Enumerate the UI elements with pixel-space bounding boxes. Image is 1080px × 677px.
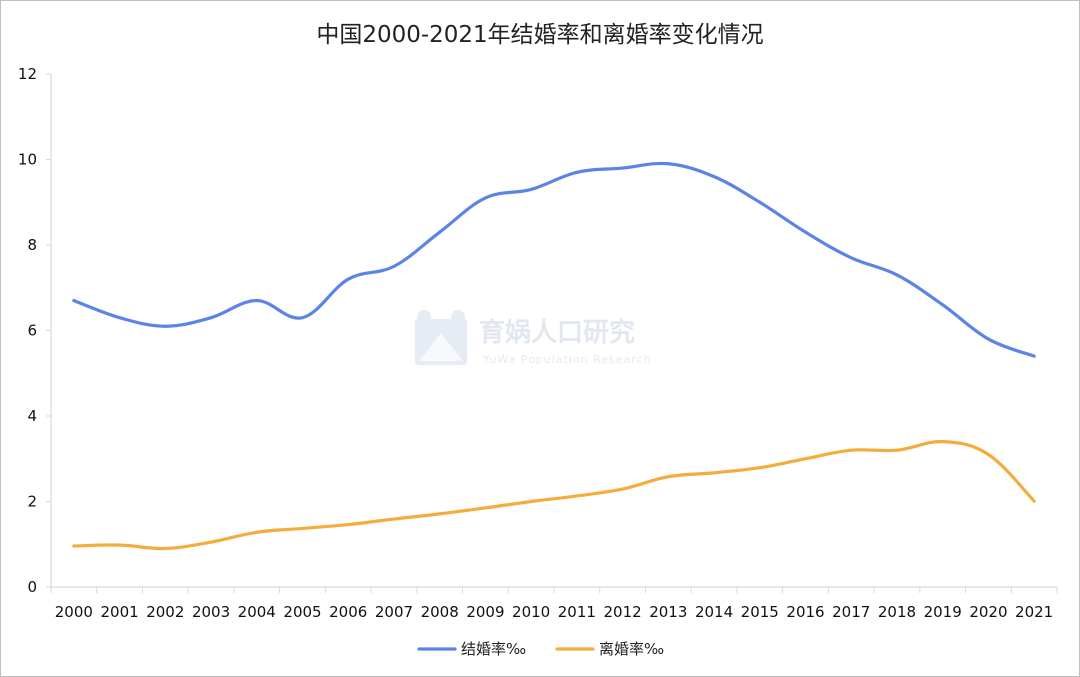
data-point: [438, 230, 442, 234]
data-point: [163, 547, 167, 551]
legend-label: 结婚率‰: [461, 640, 526, 658]
data-point: [758, 200, 762, 204]
data-point: [255, 299, 259, 303]
data-point: [895, 273, 899, 277]
x-tick-label: 2006: [329, 603, 367, 621]
data-point: [72, 299, 76, 303]
x-tick-label: 2011: [558, 603, 596, 621]
data-point: [163, 324, 167, 328]
data-point: [392, 264, 396, 268]
data-point: [666, 475, 670, 479]
legend-label: 离婚率‰: [599, 640, 664, 658]
data-point: [209, 316, 213, 320]
data-point: [941, 440, 945, 444]
x-tick-label: 2008: [421, 603, 459, 621]
x-tick-label: 2003: [192, 603, 230, 621]
series-lines: [72, 161, 1036, 551]
x-tick-label: 2012: [603, 603, 641, 621]
x-tick-label: 2016: [786, 603, 824, 621]
data-point: [529, 500, 533, 503]
x-tick-label: 2018: [878, 603, 916, 621]
x-tick-label: 2021: [1015, 603, 1053, 621]
y-tick-label: 12: [18, 65, 37, 83]
y-axis-ticks: 0 2 4 6 8 10 12: [18, 65, 51, 596]
x-tick-label: 2002: [146, 603, 184, 621]
x-tick-label: 2013: [649, 603, 687, 621]
data-point: [986, 452, 990, 456]
data-point: [118, 316, 122, 320]
x-tick-label: 2007: [375, 603, 413, 621]
y-tick-label: 8: [27, 236, 37, 254]
data-point: [255, 530, 259, 534]
data-point: [438, 512, 442, 516]
data-point: [483, 506, 487, 510]
data-point: [986, 337, 990, 341]
x-tick-label: 2004: [238, 603, 276, 621]
data-point: [529, 187, 533, 191]
data-point: [301, 526, 304, 530]
data-point: [666, 162, 670, 166]
data-point: [72, 544, 76, 548]
watermark-text: 育娲人口研究: [479, 317, 635, 348]
data-point: [483, 196, 487, 200]
data-point: [804, 457, 807, 461]
legend: 结婚率‰ 离婚率‰: [417, 640, 664, 658]
data-point: [849, 448, 853, 452]
data-point: [849, 256, 853, 260]
chart-title: 中国2000-2021年结婚率和离婚率变化情况: [316, 22, 764, 48]
x-tick-label: 2000: [55, 603, 93, 621]
x-tick-label: 2019: [924, 603, 962, 621]
data-point: [575, 170, 579, 174]
y-tick-label: 2: [27, 493, 37, 511]
data-point: [392, 517, 396, 521]
data-point: [575, 494, 579, 498]
x-tick-label: 2017: [832, 603, 870, 621]
y-tick-label: 6: [27, 322, 37, 340]
series-line-1: [72, 161, 1036, 358]
data-point: [346, 277, 350, 281]
yuwa-logo-icon: [415, 310, 467, 365]
data-point: [301, 316, 304, 320]
data-point: [1032, 499, 1036, 503]
data-point: [621, 166, 625, 170]
x-tick-label: 2009: [466, 603, 504, 621]
series-line-2: [72, 440, 1036, 551]
data-point: [621, 487, 625, 491]
x-axis-ticks: 2000 2001 2002 2003 2004 2005 2006 2007 2008 2009…: [50, 587, 1058, 621]
y-tick-label: 0: [27, 578, 37, 596]
x-tick-label: 2015: [741, 603, 779, 621]
data-point: [804, 230, 807, 234]
watermark: 育娲人口研究 YuWa Population Research: [415, 310, 652, 366]
data-point: [712, 471, 716, 475]
data-point: [346, 523, 350, 527]
data-point: [209, 540, 213, 544]
data-point: [712, 175, 716, 179]
x-tick-label: 2001: [100, 603, 138, 621]
data-point: [895, 448, 899, 452]
y-tick-label: 4: [27, 407, 37, 425]
x-tick-label: 2005: [283, 603, 321, 621]
watermark-subtext: YuWa Population Research: [482, 353, 652, 366]
data-point: [758, 466, 762, 470]
x-tick-label: 2014: [695, 603, 733, 621]
data-point: [118, 543, 122, 547]
x-tick-label: 2010: [512, 603, 550, 621]
x-tick-label: 2020: [969, 603, 1007, 621]
data-point: [1032, 354, 1036, 358]
y-tick-label: 10: [18, 151, 37, 169]
data-point: [941, 303, 945, 307]
